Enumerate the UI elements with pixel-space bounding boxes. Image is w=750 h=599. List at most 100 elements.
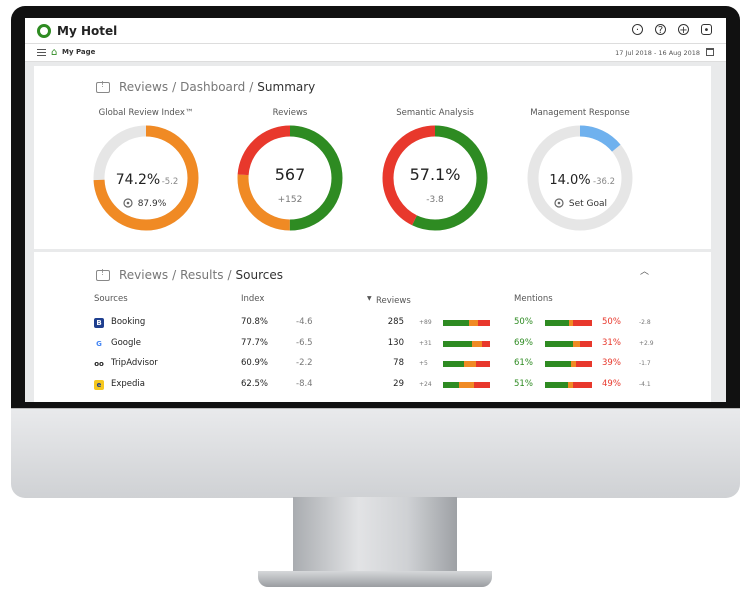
index-delta: -6.5 bbox=[296, 337, 313, 348]
mentions-negative: 49% bbox=[602, 378, 621, 389]
monitor-stand-neck bbox=[293, 497, 457, 575]
gauge-semantic-analysis[interactable]: Semantic Analysis 57.1% -3.8 bbox=[375, 108, 495, 232]
expedia-icon: e bbox=[94, 379, 104, 390]
bar-segment bbox=[573, 381, 592, 388]
gauge-label: Reviews bbox=[272, 108, 308, 118]
screen: My Hotel · ? + • ⌂ My Page 17 Jul 2018 -… bbox=[25, 18, 726, 402]
home-icon[interactable]: ⌂ bbox=[51, 47, 58, 58]
gauge-ring: 57.1% -3.8 bbox=[382, 125, 488, 231]
source-name[interactable]: Google bbox=[111, 337, 141, 348]
gauge-delta: -36.2 bbox=[593, 177, 615, 187]
gauge-main-value: 57.1% bbox=[410, 165, 461, 184]
bar-segment bbox=[464, 361, 476, 367]
calendar-icon[interactable] bbox=[706, 48, 714, 56]
bar-segment bbox=[443, 320, 469, 326]
reviews-delta: +24 bbox=[419, 380, 432, 388]
mentions-positive: 61% bbox=[514, 358, 533, 368]
lightbulb-icon[interactable]: · bbox=[632, 24, 643, 36]
gauge-global-review-index[interactable]: Global Review Index™ 74.2% -5.2 87.9% bbox=[86, 108, 206, 232]
header-separator: / bbox=[172, 268, 177, 282]
gauge-label: Semantic Analysis bbox=[396, 108, 474, 118]
header-separator: / bbox=[172, 80, 177, 94]
index-delta: -2.2 bbox=[296, 358, 313, 368]
gauge-delta: -5.2 bbox=[162, 177, 179, 187]
gauge-segment bbox=[382, 125, 488, 231]
mentions-positive: 69% bbox=[514, 337, 533, 348]
mentions-bar bbox=[545, 381, 592, 388]
booking-icon: B bbox=[94, 318, 104, 328]
mentions-delta: +2.9 bbox=[639, 339, 654, 347]
bar-segment bbox=[573, 320, 592, 326]
gauge-label: Global Review Index™ bbox=[98, 108, 194, 118]
tripadvisor-icon: oo bbox=[94, 359, 104, 369]
mentions-bar bbox=[545, 361, 592, 367]
table-row[interactable]: e Expedia 62.5% -8.4 29 +24 51% 49% -4.1 bbox=[34, 379, 711, 399]
gauge-main-value: 74.2% bbox=[116, 172, 160, 188]
source-name[interactable]: Expedia bbox=[111, 378, 145, 389]
help-icon[interactable]: ? bbox=[655, 24, 666, 36]
index-value: 60.9% bbox=[241, 358, 269, 368]
sort-desc-icon[interactable]: ▼ bbox=[367, 295, 372, 302]
reviews-count: 29 bbox=[393, 378, 404, 389]
google-icon: G bbox=[94, 338, 104, 349]
mentions-bar bbox=[545, 320, 592, 326]
gauge-ring: 74.2% -5.2 87.9% bbox=[93, 125, 199, 231]
column-mentions[interactable]: Mentions bbox=[514, 294, 553, 304]
bar-segment bbox=[473, 381, 490, 388]
review-sentiment-bar bbox=[443, 340, 490, 347]
gauge-main-value: 567 bbox=[275, 165, 306, 184]
gauge-reviews[interactable]: Reviews 567 +152 bbox=[230, 108, 350, 232]
gauge-label: Management Response bbox=[530, 108, 630, 118]
gauge-main-value: 14.0% bbox=[549, 173, 590, 188]
header-part-dashboard[interactable]: Dashboard bbox=[180, 80, 246, 94]
mentions-positive: 50% bbox=[514, 317, 533, 327]
source-name[interactable]: TripAdvisor bbox=[111, 358, 158, 368]
bar-segment bbox=[443, 361, 465, 367]
header-part-reviews[interactable]: Reviews bbox=[119, 268, 169, 282]
bar-segment bbox=[568, 320, 574, 326]
breadcrumb[interactable]: My Page bbox=[62, 48, 96, 56]
top-icons: · ? + • bbox=[632, 24, 712, 36]
reviews-delta: +89 bbox=[419, 319, 432, 326]
logo-icon bbox=[37, 24, 51, 38]
top-bar: My Hotel · ? + • bbox=[25, 18, 726, 44]
mentions-positive: 51% bbox=[514, 378, 533, 389]
globe-icon[interactable]: + bbox=[678, 24, 689, 36]
review-chat-icon bbox=[96, 80, 110, 93]
column-index[interactable]: Index bbox=[241, 294, 265, 304]
gauge-segment bbox=[93, 125, 199, 231]
collapse-chevron-icon[interactable]: ︿ bbox=[639, 267, 649, 277]
set-goal-button[interactable]: Set Goal bbox=[569, 199, 607, 209]
table-row[interactable]: G Google 77.7% -6.5 130 +31 69% 31% +2.9 bbox=[34, 338, 711, 358]
index-delta: -8.4 bbox=[296, 378, 313, 389]
bar-segment bbox=[580, 340, 592, 347]
gauge-management-response[interactable]: Management Response 14.0% -36.2 Set Goal bbox=[520, 108, 640, 232]
date-range[interactable]: 17 Jul 2018 - 16 Aug 2018 bbox=[615, 49, 700, 57]
gauge-ring: 567 +152 bbox=[237, 125, 343, 231]
column-reviews[interactable]: Reviews bbox=[376, 296, 411, 306]
summary-card: Reviews / Dashboard / Summary Global Rev… bbox=[34, 66, 711, 249]
bar-segment bbox=[482, 340, 490, 347]
gauge-ring: 14.0% -36.2 Set Goal bbox=[527, 125, 633, 231]
bar-segment bbox=[472, 340, 483, 347]
review-sentiment-bar bbox=[443, 381, 490, 388]
source-name[interactable]: Booking bbox=[111, 317, 146, 327]
bar-segment bbox=[576, 361, 592, 367]
menu-icon[interactable] bbox=[37, 49, 46, 56]
reviews-delta: +5 bbox=[419, 360, 428, 367]
sources-card: Reviews / Results / Sources ︿ Sources In… bbox=[34, 252, 711, 402]
header-part-reviews[interactable]: Reviews bbox=[119, 80, 169, 94]
bar-segment bbox=[443, 340, 473, 347]
header-part-sources: Sources bbox=[235, 268, 283, 282]
header-part-results[interactable]: Results bbox=[180, 268, 224, 282]
table-row[interactable]: oo TripAdvisor 60.9% -2.2 78 +5 61% 39% -1.7 bbox=[34, 358, 711, 378]
header-part-summary: Summary bbox=[257, 80, 316, 94]
target-icon-dot bbox=[126, 201, 130, 205]
reviews-count: 78 bbox=[393, 358, 404, 368]
table-row[interactable]: B Booking 70.8% -4.6 285 +89 50% 50% -2.8 bbox=[34, 317, 711, 337]
bar-segment bbox=[573, 340, 581, 347]
mentions-negative: 39% bbox=[602, 358, 621, 368]
target-icon bbox=[123, 198, 133, 208]
summary-header: Reviews / Dashboard / Summary bbox=[96, 80, 315, 94]
user-icon[interactable]: • bbox=[701, 24, 712, 36]
